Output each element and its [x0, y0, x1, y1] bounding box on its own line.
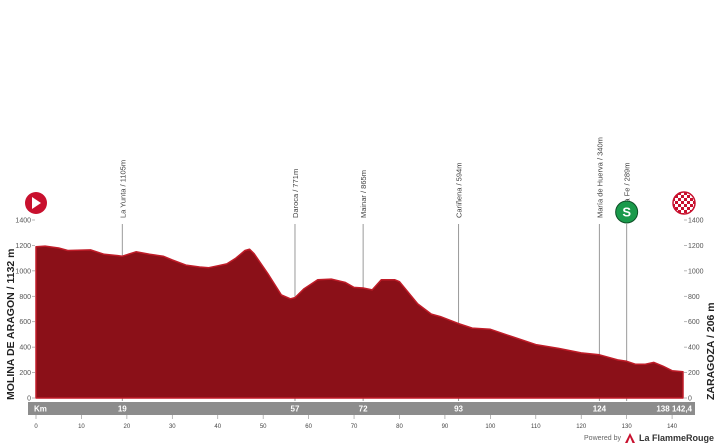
- footer: Powered by La FlammeRouge: [584, 433, 714, 443]
- finish-location-label: ZARAGOZA / 206 m: [705, 302, 717, 400]
- x-tick-label: 20: [124, 424, 131, 430]
- waypoint-label: Cariñena / 594m: [455, 163, 464, 218]
- y-tick-left: 1000: [15, 268, 31, 275]
- sprint-icon: S: [615, 200, 639, 224]
- x-tick-label: 90: [442, 424, 449, 430]
- distance-marker: 142,4: [672, 405, 693, 414]
- sprint-symbol: S: [622, 205, 631, 220]
- x-tick-label: 40: [214, 424, 221, 430]
- x-tick-label: 110: [531, 424, 541, 430]
- checkered-flag-icon: [672, 191, 696, 215]
- distance-markers: 19 57 72 93 124 138 142,4: [118, 405, 693, 414]
- y-tick-right: 800: [688, 294, 700, 301]
- waypoint-label: María de Huerva / 340m: [595, 137, 604, 218]
- km-label: Km: [34, 405, 47, 414]
- y-tick-right: 1200: [688, 243, 704, 250]
- y-tick-left: 400: [19, 345, 31, 352]
- y-tick-right: 0: [688, 396, 692, 403]
- x-tick-label: 50: [260, 424, 267, 430]
- waypoint-label: Daroca / 771m: [291, 169, 300, 218]
- x-tick-label: 0: [34, 424, 38, 430]
- distance-marker: 138: [656, 405, 670, 414]
- x-tick-label: 100: [485, 424, 496, 430]
- x-tick-label: 70: [351, 424, 358, 430]
- x-tick-label: 130: [622, 424, 633, 430]
- flame-logo-icon: [624, 433, 635, 443]
- distance-marker: 93: [454, 405, 463, 414]
- waypoint-label: La Yunta / 1105m: [118, 160, 127, 218]
- y-tick-left: 0: [27, 396, 31, 403]
- y-tick-right: 600: [688, 319, 700, 326]
- y-tick-right: 1000: [688, 268, 704, 275]
- x-axis-ticks: 0 10 20 30 40 50 60 70 80 90 100 110 120 130 140: [34, 415, 678, 430]
- start-location-label: MOLINA DE ARAGON / 1132 m: [5, 248, 17, 400]
- y-tick-right: 400: [688, 345, 700, 352]
- waypoint-labels: La Yunta / 1105m Daroca / 771m Mainar / 86…: [118, 137, 631, 218]
- x-tick-label: 120: [576, 424, 587, 430]
- waypoint-label: Mainar / 865m: [359, 170, 368, 218]
- y-axis-left: 0 200 400 600 800 1000 1200 1400: [15, 218, 35, 403]
- y-axis-right: 0 200 400 600 800 1000 1200 1400: [684, 218, 704, 403]
- x-tick-label: 60: [305, 424, 312, 430]
- waypoint-label: Santa Fe / 289m: [623, 163, 632, 218]
- y-tick-left: 600: [19, 319, 31, 326]
- x-tick-label: 80: [396, 424, 403, 430]
- km-bar: [28, 402, 695, 415]
- distance-marker: 19: [118, 405, 127, 414]
- brand-name: La FlammeRouge: [638, 433, 714, 443]
- distance-marker: 57: [291, 405, 300, 414]
- y-tick-left: 1200: [15, 243, 31, 250]
- x-tick-label: 10: [78, 424, 85, 430]
- distance-marker: 72: [359, 405, 368, 414]
- x-tick-label: 140: [667, 424, 678, 430]
- elevation-area: [35, 245, 684, 399]
- powered-by-text: Powered by: [584, 434, 621, 442]
- y-tick-left: 800: [19, 294, 31, 301]
- y-tick-left: 1400: [15, 218, 31, 225]
- y-tick-left: 200: [19, 370, 31, 377]
- y-tick-right: 200: [688, 370, 700, 377]
- x-tick-label: 30: [169, 424, 176, 430]
- y-tick-right: 1400: [688, 218, 704, 225]
- play-icon: [25, 192, 47, 214]
- distance-marker: 124: [593, 405, 607, 414]
